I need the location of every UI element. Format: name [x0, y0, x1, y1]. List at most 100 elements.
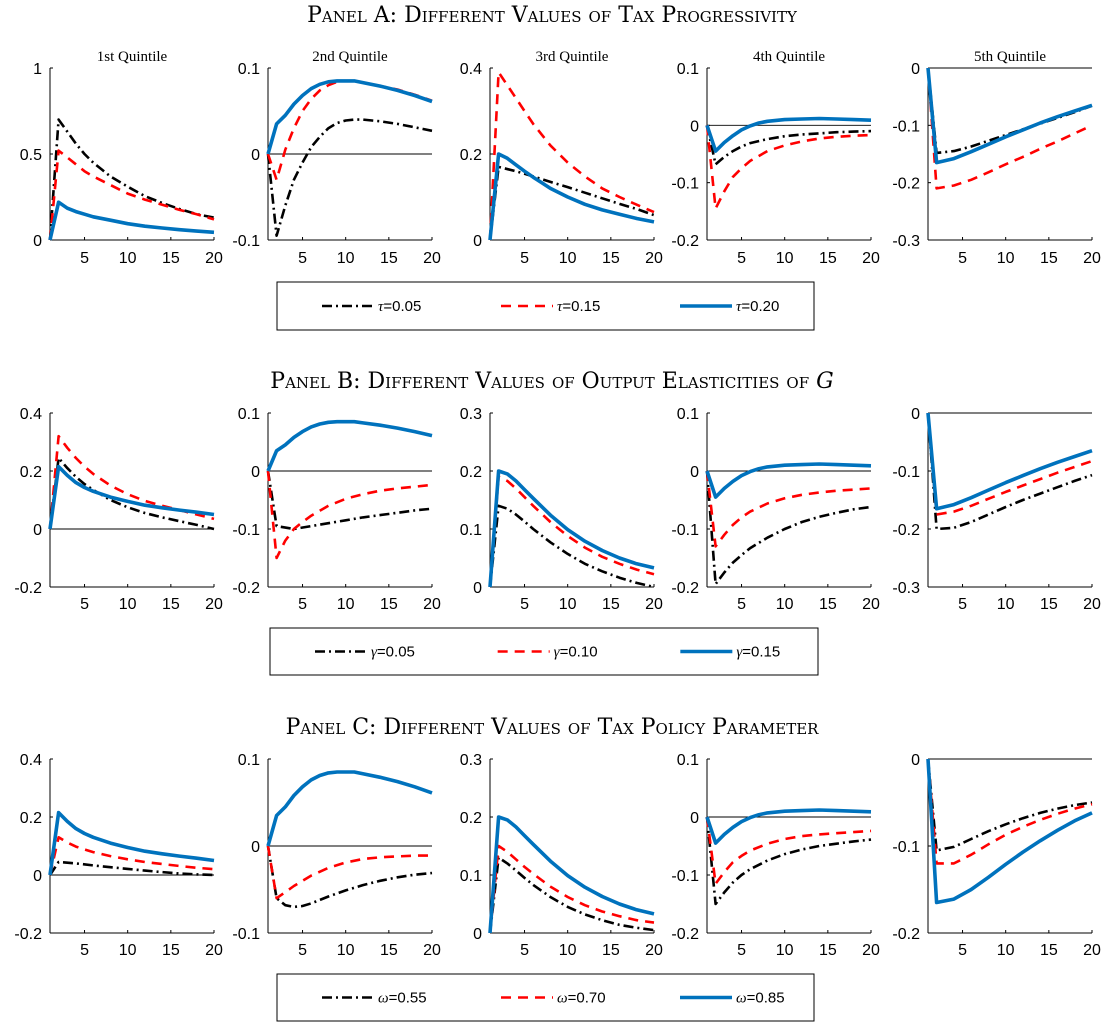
- series-line-1: [705, 125, 872, 166]
- x-tick-label: 5: [80, 942, 89, 959]
- legend-label: ω=0.85: [736, 990, 785, 1007]
- series-line-1: [48, 456, 215, 531]
- subplot-c-2: -0.1 0 0.1 5 10 15 20: [232, 752, 441, 959]
- x-tick-label: 20: [862, 942, 880, 959]
- x-tick-label: 15: [162, 250, 180, 267]
- series-line-1: [926, 67, 1093, 155]
- series-line-1: [705, 470, 872, 586]
- series-line-1: [926, 758, 1093, 852]
- y-tick-label: 1: [33, 61, 42, 78]
- series-line-2: [266, 845, 432, 900]
- subplot-b-4: -0.2 -0.1 0 0.1 5 10 15 20: [671, 406, 880, 613]
- legend: ω=0.55 ω=0.70 ω=0.85: [276, 973, 815, 1022]
- x-tick-label: 10: [776, 596, 794, 613]
- series-line-1: [488, 504, 655, 589]
- series-line-3: [48, 464, 215, 530]
- x-tick-label: 20: [862, 250, 880, 267]
- x-tick-label: 5: [520, 250, 529, 267]
- x-tick-label: 15: [819, 250, 837, 267]
- panel-title-text: Panel C: Different Values of Tax Policy …: [286, 715, 820, 740]
- subplot-title: 4th Quintile: [753, 49, 825, 65]
- series-line-2: [926, 67, 1093, 190]
- panel-title-text: Panel B: Different Values of Output Elas…: [270, 369, 809, 394]
- x-tick-label: 5: [298, 596, 307, 613]
- y-tick-label: 0: [911, 752, 920, 769]
- x-tick-label: 15: [819, 942, 837, 959]
- legend-label: ω=0.55: [378, 990, 427, 1007]
- y-tick-label: 0.1: [238, 406, 260, 423]
- x-tick-label: 10: [997, 942, 1015, 959]
- x-tick-label: 10: [119, 250, 137, 267]
- x-tick-label: 10: [776, 250, 794, 267]
- subplot-c-3: 0 0.1 0.2 0.3 5 10 15 20: [460, 752, 663, 959]
- x-tick-label: 10: [997, 250, 1015, 267]
- subplot-a-3: 3rd Quintile 0 0.2 0.4 5 10 15 20: [460, 49, 663, 267]
- subplot-b-1: -0.2 0 0.2 0.4 5 10 15 20: [14, 406, 223, 613]
- y-tick-label: 0.1: [460, 522, 482, 539]
- series-line-2: [488, 71, 655, 241]
- x-tick-label: 20: [205, 250, 223, 267]
- y-tick-label: -0.2: [892, 522, 920, 539]
- y-tick-label: 0.4: [20, 406, 42, 423]
- series-line-3: [266, 79, 433, 155]
- x-tick-label: 5: [958, 250, 967, 267]
- series-line-1: [926, 412, 1093, 531]
- y-tick-label: 0.3: [460, 752, 482, 769]
- x-tick-label: 15: [162, 596, 180, 613]
- x-tick-label: 20: [862, 596, 880, 613]
- legend-value: =0.55: [389, 990, 427, 1007]
- subplot-a-2: 2nd Quintile -0.1 0 0.1 5 10 15 20: [232, 49, 441, 267]
- series-line-3: [926, 412, 1093, 511]
- series-line-2: [488, 844, 655, 934]
- series-line-3: [488, 469, 655, 588]
- legend-symbol: ω: [736, 991, 747, 1007]
- y-tick-label: 0: [251, 147, 260, 164]
- legend-label: γ=0.05: [371, 644, 415, 661]
- y-tick-label: -0.1: [892, 464, 920, 481]
- legend-value: =0.10: [560, 644, 598, 661]
- y-tick-label: -0.2: [671, 233, 699, 250]
- y-tick-label: 0: [690, 810, 699, 827]
- panel-c: Panel C: Different Values of Tax Policy …: [14, 715, 1101, 1022]
- y-tick-label: 0: [690, 118, 699, 135]
- y-tick-label: 0.1: [238, 61, 260, 78]
- legend-symbol: γ: [554, 645, 561, 661]
- y-tick-label: -0.2: [671, 926, 699, 943]
- y-tick-label: 0: [251, 464, 260, 481]
- subplot-c-5: -0.2 -0.1 0 5 10 15 20: [892, 752, 1101, 959]
- y-tick-label: -0.1: [232, 233, 260, 250]
- series-line-2: [266, 79, 433, 182]
- series-line-3: [705, 462, 872, 499]
- panel-title-text: Panel A: Different Values of Tax Progres…: [307, 3, 798, 28]
- x-tick-label: 10: [559, 942, 577, 959]
- series-line-3: [926, 67, 1093, 165]
- series-line-2: [488, 475, 655, 588]
- x-tick-label: 20: [645, 250, 663, 267]
- x-tick-label: 15: [380, 250, 398, 267]
- series-line-3: [705, 116, 872, 153]
- y-tick-label: 0.2: [460, 147, 482, 164]
- panel-a: Panel A: Different Values of Tax Progres…: [20, 3, 1101, 331]
- series-line-3: [926, 758, 1093, 905]
- subplot-b-5: -0.3 -0.2 -0.1 0 5 10 15 20: [892, 406, 1101, 613]
- series-line-2: [266, 470, 433, 560]
- legend-value: =0.05: [377, 644, 415, 661]
- legend-label: ω=0.70: [557, 990, 606, 1007]
- x-tick-label: 20: [1083, 596, 1101, 613]
- x-tick-label: 10: [337, 596, 355, 613]
- panel-title: Panel C: Different Values of Tax Policy …: [286, 715, 820, 740]
- series-line-1: [48, 860, 215, 877]
- x-tick-label: 20: [645, 596, 663, 613]
- subplot-b-2: -0.2 -0.1 0 0.1 5 10 15 20: [232, 406, 441, 613]
- subplot-title: 1st Quintile: [97, 49, 168, 65]
- panel-title: Panel A: Different Values of Tax Progres…: [307, 3, 798, 28]
- legend-label: τ=0.15: [557, 298, 600, 315]
- y-tick-label: 0: [911, 406, 920, 423]
- x-tick-label: 20: [423, 596, 441, 613]
- y-tick-label: 0: [33, 233, 42, 250]
- x-tick-label: 20: [205, 942, 223, 959]
- x-tick-label: 5: [80, 596, 89, 613]
- y-tick-label: 0: [690, 464, 699, 481]
- x-tick-label: 10: [119, 596, 137, 613]
- x-tick-label: 10: [559, 250, 577, 267]
